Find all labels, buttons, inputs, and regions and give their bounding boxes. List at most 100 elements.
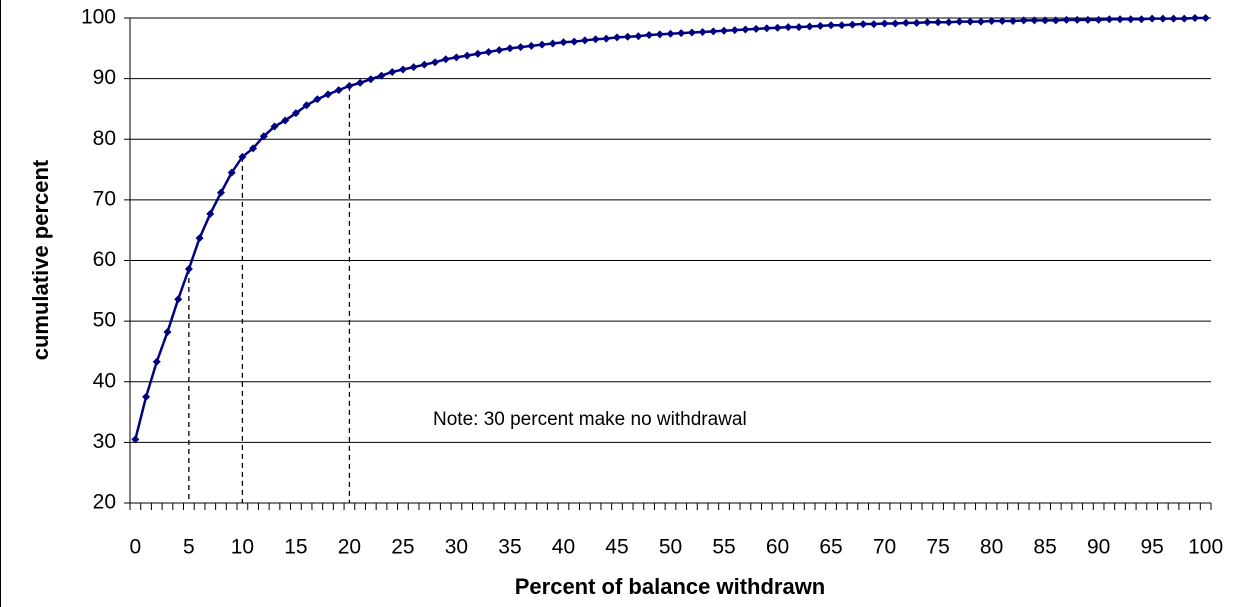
marker [1180, 14, 1189, 23]
marker [805, 22, 814, 31]
marker [216, 188, 225, 197]
marker [495, 46, 504, 55]
marker [720, 26, 729, 35]
marker [634, 32, 643, 41]
marker [591, 35, 600, 44]
y-tick-label: 70 [93, 187, 116, 210]
marker [1051, 16, 1060, 25]
marker [912, 18, 921, 27]
marker [184, 264, 193, 273]
x-tick-label: 15 [284, 536, 307, 559]
marker [559, 38, 568, 47]
marker [452, 53, 461, 62]
marker [227, 168, 236, 177]
marker [880, 19, 889, 28]
marker [334, 86, 343, 95]
marker [580, 36, 589, 45]
marker [1169, 14, 1178, 23]
marker [1158, 14, 1167, 23]
marker [1105, 15, 1114, 24]
y-tick-label: 60 [93, 248, 116, 271]
marker [174, 295, 183, 304]
marker [612, 33, 621, 42]
marker [398, 65, 407, 74]
x-tick-label: 75 [926, 536, 949, 559]
marker [859, 20, 868, 29]
marker [548, 39, 557, 48]
x-tick-label: 20 [338, 536, 361, 559]
marker [1116, 15, 1125, 24]
marker [998, 17, 1007, 26]
marker [987, 17, 996, 26]
marker [249, 144, 258, 153]
marker [1137, 15, 1146, 24]
marker [484, 47, 493, 56]
x-tick-label: 80 [980, 536, 1003, 559]
marker [923, 18, 932, 27]
marker [816, 21, 825, 30]
marker [313, 95, 322, 104]
marker [163, 328, 172, 337]
marker [152, 357, 161, 366]
x-tick-label: 65 [819, 536, 842, 559]
marker [955, 17, 964, 26]
x-tick-label: 85 [1033, 536, 1056, 559]
y-tick-label: 20 [93, 491, 116, 514]
marker [142, 392, 151, 401]
x-tick-label: 25 [391, 536, 414, 559]
marker [1008, 17, 1017, 26]
y-tick-label: 80 [93, 127, 116, 150]
marker [388, 67, 397, 76]
marker [944, 18, 953, 27]
marker [687, 28, 696, 37]
marker [527, 41, 536, 50]
y-tick-label: 50 [93, 309, 116, 332]
marker [473, 49, 482, 58]
marker [976, 17, 985, 26]
marker [966, 17, 975, 26]
marker [281, 116, 290, 125]
x-tick-label: 35 [498, 536, 521, 559]
marker [901, 18, 910, 27]
marker [366, 75, 375, 84]
marker [762, 24, 771, 33]
marker [1190, 14, 1199, 22]
x-tick-label: 45 [605, 536, 628, 559]
marker [698, 27, 707, 36]
marker [131, 435, 140, 444]
marker [1094, 15, 1103, 24]
x-tick-label: 55 [712, 536, 735, 559]
marker [848, 20, 857, 29]
marker [1201, 14, 1210, 22]
marker [377, 71, 386, 80]
marker [837, 21, 846, 30]
marker [934, 18, 943, 27]
x-tick-label: 90 [1087, 536, 1110, 559]
y-tick-label: 30 [93, 430, 116, 453]
y-tick-label: 100 [81, 6, 116, 29]
marker [259, 132, 268, 141]
marker [1041, 16, 1050, 25]
x-tick-label: 5 [183, 536, 195, 559]
marker [420, 60, 429, 69]
marker [773, 23, 782, 32]
annotation: Note: 30 percent make no withdrawal [433, 409, 747, 430]
marker [752, 24, 761, 33]
x-tick-label: 70 [873, 536, 896, 559]
marker [238, 152, 247, 161]
marker [709, 27, 718, 36]
x-tick-label: 40 [552, 536, 575, 559]
x-tick-label: 30 [445, 536, 468, 559]
marker [1073, 15, 1082, 24]
x-axis-title: Percent of balance withdrawn [515, 574, 826, 599]
marker [1019, 16, 1028, 25]
x-tick-label: 50 [659, 536, 682, 559]
marker [645, 30, 654, 39]
marker [570, 37, 579, 46]
marker [206, 209, 215, 218]
marker [1126, 15, 1135, 24]
marker [741, 25, 750, 34]
marker [655, 30, 664, 39]
